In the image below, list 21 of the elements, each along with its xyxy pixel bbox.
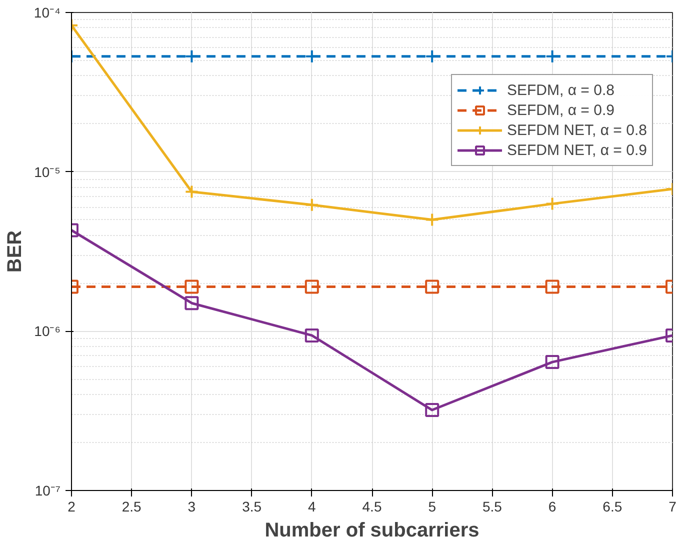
x-tick-label: 2.5 — [122, 498, 142, 514]
x-tick-label: 2 — [68, 498, 76, 514]
x-axis-title: Number of subcarriers — [264, 520, 480, 542]
legend-label: SEFDM NET, α = 0.9 — [507, 142, 647, 158]
legend-label: SEFDM, α = 0.8 — [507, 82, 614, 98]
x-tick-label: 7 — [668, 498, 677, 514]
y-tick-label: 10⁻⁷ — [34, 482, 61, 498]
x-tick-label: 3.5 — [242, 498, 262, 514]
y-axis-title: BER — [4, 230, 26, 273]
x-tick-label: 6.5 — [602, 498, 622, 514]
x-tick-label: 4.5 — [362, 498, 382, 514]
x-tick-label: 3 — [188, 498, 196, 514]
legend-label: SEFDM, α = 0.9 — [507, 102, 614, 118]
x-tick-label: 5.5 — [482, 498, 502, 514]
y-tick-label: 10⁻⁶ — [34, 323, 61, 340]
y-tick-label: 10⁻⁴ — [34, 4, 61, 20]
legend-label: SEFDM NET, α = 0.8 — [507, 122, 647, 138]
x-tick-label: 5 — [428, 498, 436, 514]
x-tick-label: 6 — [548, 498, 556, 514]
x-tick-label: 4 — [308, 498, 316, 514]
y-tick-label: 10⁻⁵ — [34, 164, 61, 180]
